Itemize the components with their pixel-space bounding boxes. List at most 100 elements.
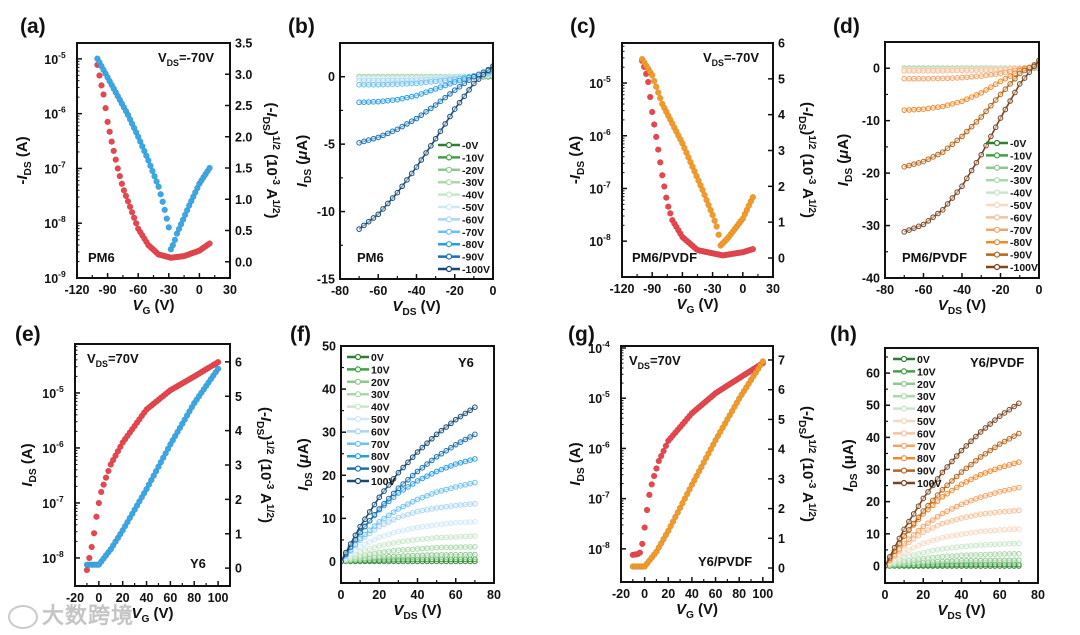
data-point [409, 546, 416, 553]
data-point [424, 440, 430, 446]
data-point [964, 67, 970, 74]
y2-axis-label-part: ) [257, 518, 274, 523]
data-point [462, 551, 469, 558]
data-point [920, 221, 927, 228]
data-point [472, 544, 478, 550]
data-point [988, 133, 994, 140]
data-point [462, 544, 469, 550]
y-tick-exponent: -5 [603, 74, 611, 84]
data-point [925, 105, 932, 112]
data-point [958, 469, 965, 475]
data-point [1001, 410, 1008, 416]
y2-tick-label: 3.0 [235, 68, 252, 82]
data-point [944, 67, 951, 74]
data-point [347, 541, 354, 547]
y-axis-label: -IDS (A) [14, 136, 34, 184]
data-point [419, 507, 426, 514]
annotation-part: =-70V [179, 50, 214, 65]
legend-marker [900, 368, 908, 375]
data-point [648, 108, 656, 116]
data-point [386, 519, 392, 525]
data-point [163, 215, 171, 222]
x-tick-label: -60 [129, 283, 147, 297]
data-point [448, 552, 454, 558]
legend-entry: 70V [893, 441, 936, 453]
y-axis-label: IDS (A) [567, 442, 587, 485]
legend-marker [445, 166, 453, 173]
y-tick-label: 10-6 [588, 439, 610, 456]
data-point [953, 544, 960, 551]
x-axis-label-part: G [686, 610, 694, 621]
x-tick-label: -90 [99, 283, 117, 297]
data-point [963, 552, 970, 558]
legend-entry: -0V [986, 138, 1026, 150]
data-point [996, 557, 1003, 564]
data-point [978, 67, 985, 74]
data-point [390, 490, 397, 497]
data-point [992, 97, 999, 103]
x-tick-label: 80 [187, 591, 201, 605]
data-point [944, 553, 950, 560]
data-point [95, 499, 103, 507]
y-tick-label: 10-8 [588, 540, 610, 557]
data-point [399, 183, 405, 190]
data-point [973, 474, 979, 480]
data-point [433, 489, 440, 495]
data-point [413, 80, 420, 87]
x-tick-label: 20 [372, 588, 386, 602]
legend-entry: -30V [986, 175, 1032, 187]
data-point [996, 551, 1003, 557]
data-point [424, 523, 430, 529]
data-point [949, 517, 955, 524]
y-tick-label: -20 [862, 167, 880, 181]
data-point [953, 503, 960, 510]
y2-tick-label: 5 [235, 390, 242, 404]
data-point [381, 488, 387, 494]
data-point [405, 511, 411, 518]
y-tick-label: -5 [324, 138, 335, 152]
data-point [1001, 438, 1008, 445]
y-axis-label-part: I [567, 481, 584, 486]
y2-axis-label-part: ) [799, 517, 816, 522]
y2-axis-label-part: (10 [799, 453, 816, 479]
data-point [996, 464, 1003, 471]
legend-label: 90V [917, 466, 936, 478]
data-point [419, 552, 426, 559]
data-point [376, 534, 383, 541]
legend-label: 70V [917, 441, 936, 453]
data-point [653, 465, 660, 472]
data-point [437, 78, 444, 84]
data-point [1016, 557, 1022, 563]
data-point [930, 154, 936, 160]
y-axis-label-part: μ [294, 151, 311, 161]
x-tick-label: -40 [953, 283, 971, 297]
legend-entry: 10V [893, 366, 936, 378]
y-tick-base: 10 [588, 493, 602, 507]
data-point [996, 541, 1003, 547]
data-point [413, 115, 420, 122]
data-point [959, 183, 965, 190]
y-axis-label: -IDS (A) [567, 136, 587, 184]
annotation-part: DS [638, 361, 650, 371]
y2-axis-label-part: -3 [270, 176, 281, 185]
data-point [438, 450, 445, 457]
data-point [939, 546, 946, 552]
data-point [409, 510, 416, 516]
legend-entry: -40V [438, 190, 484, 202]
data-point [132, 219, 140, 227]
data-point [987, 468, 993, 474]
data-point [443, 556, 449, 563]
data-point [978, 151, 985, 158]
data-point [1016, 81, 1023, 87]
data-point [404, 121, 410, 127]
data-point [452, 441, 459, 448]
data-point [925, 520, 931, 527]
legend-marker [354, 440, 362, 447]
data-point [901, 229, 908, 235]
legend-marker [900, 455, 908, 462]
y-tick-label: 0 [873, 62, 880, 76]
data-point [992, 124, 999, 131]
data-point [982, 557, 989, 564]
x-tick-label: -20 [612, 587, 630, 601]
